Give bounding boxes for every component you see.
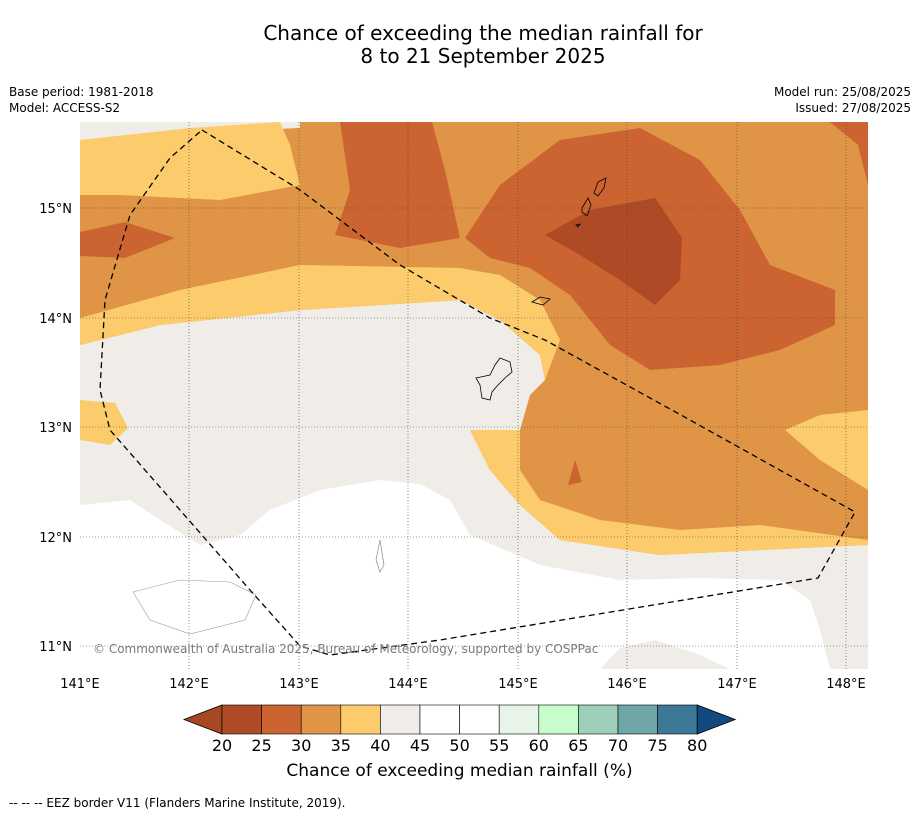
colorbar-tick-50: 50 [449, 736, 470, 755]
colorbar-segment-30-35 [300, 704, 342, 735]
colorbar-segment-20-25 [221, 704, 262, 735]
colorbar-tick-80: 80 [687, 736, 708, 755]
island-guam [475, 357, 513, 401]
lon-tick-145: 145°E [498, 677, 538, 692]
colorbar-segment-65-70 [578, 704, 619, 735]
colorbar-segment-70-75 [617, 704, 658, 735]
colorbar-tick-55: 55 [489, 736, 510, 755]
lat-tick-15: 15°N [39, 202, 72, 217]
colorbar-title: Chance of exceeding median rainfall (%) [286, 761, 633, 781]
colorbar-tick-65: 65 [568, 736, 589, 755]
lat-tick-12: 12°N [39, 531, 72, 546]
lon-tick-143: 143°E [279, 677, 319, 692]
band-45-55-lower [600, 640, 730, 669]
colorbar-tick-30: 30 [291, 736, 312, 755]
lat-tick-labels: 15°N 14°N 13°N 12°N 11°N [39, 202, 72, 655]
meta-right: Model run: 25/08/2025 Issued: 27/08/2025 [774, 84, 911, 116]
island-saipan [593, 177, 607, 197]
shoal-outline [375, 539, 385, 573]
eez-border [99, 129, 856, 656]
colorbar-tick-60: 60 [528, 736, 549, 755]
colorbar-tick-40: 40 [370, 736, 391, 755]
colorbar-tick-45: 45 [409, 736, 431, 755]
band-25-30-ne [830, 122, 868, 185]
band-25-30-small [568, 460, 582, 485]
shoal-outline-2 [132, 579, 257, 635]
colorbar-segment-60-65 [538, 704, 579, 735]
colorbar-tick-70: 70 [607, 736, 629, 755]
colorbar-extend-low [182, 704, 223, 735]
graticule [80, 122, 868, 669]
map-title: Chance of exceeding the median rainfall … [0, 22, 919, 68]
lat-tick-14: 14°N [39, 312, 72, 327]
colorbar-segment-45-50 [419, 704, 460, 735]
lon-tick-148: 148°E [826, 677, 866, 692]
lon-tick-labels: 141°E 142°E 143°E 144°E 145°E 146°E 147°… [60, 677, 866, 692]
map-area: © Commonwealth of Australia 2025, Bureau… [80, 122, 868, 669]
lon-tick-142: 142°E [169, 677, 209, 692]
lat-tick-13: 13°N [39, 421, 72, 436]
meta-left: Base period: 1981-2018 Model: ACCESS-S2 [9, 84, 154, 116]
band-left-yellow [80, 400, 128, 445]
island-aguijan [575, 223, 581, 228]
title-line-2: 8 to 21 September 2025 [360, 44, 606, 68]
colorbar [182, 704, 737, 735]
copyright-notice: © Commonwealth of Australia 2025, Bureau… [93, 642, 598, 656]
band-25-30-west [80, 222, 175, 258]
colorbar-tick-35: 35 [330, 736, 351, 755]
colorbar-segment-25-30 [261, 704, 302, 735]
colorbar-segment-50-55 [459, 704, 500, 735]
model-name: Model: ACCESS-S2 [9, 101, 121, 115]
band-top-left-yellow [80, 122, 300, 200]
lat-tick-11: 11°N [39, 640, 72, 655]
model-run: Model run: 25/08/2025 [773, 85, 911, 99]
band-45-55 [80, 480, 830, 669]
eez-legend-note: -- -- -- EEZ border V11 (Flanders Marine… [9, 796, 346, 810]
band-right-yellow [785, 410, 868, 490]
band-25-30-north [335, 122, 460, 248]
colorbar-segment-40-45 [380, 704, 421, 735]
lon-tick-144: 144°E [388, 677, 428, 692]
colorbar-segment-55-60 [498, 704, 540, 735]
colorbar-segment-75-80 [657, 704, 698, 735]
lon-tick-147: 147°E [717, 677, 757, 692]
colorbar-extend-high [696, 704, 737, 735]
island-tinian [581, 197, 592, 217]
lon-tick-146: 146°E [607, 677, 647, 692]
island-rota [531, 296, 551, 306]
title-line-1: Chance of exceeding the median rainfall … [263, 21, 703, 45]
colorbar-segment-35-40 [340, 704, 381, 735]
lon-tick-141: 141°E [60, 677, 100, 692]
colorbar-tick-25: 25 [251, 736, 272, 755]
colorbar-tick-20: 20 [211, 736, 233, 755]
issued-date: Issued: 27/08/2025 [795, 101, 911, 115]
base-period: Base period: 1981-2018 [9, 85, 154, 99]
colorbar-tick-75: 75 [647, 736, 668, 755]
